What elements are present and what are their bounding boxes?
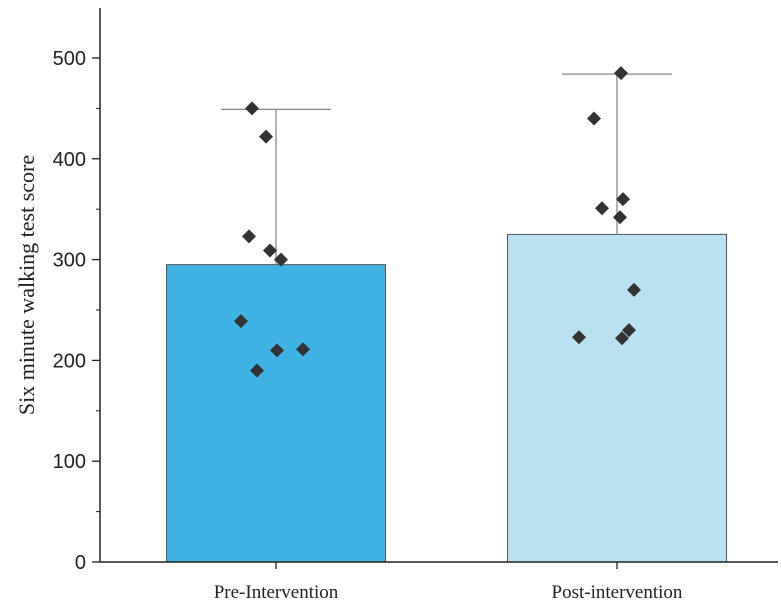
y-tick-label: 100 xyxy=(53,451,86,473)
data-point xyxy=(250,363,264,378)
data-point xyxy=(234,314,248,329)
bar-pre-intervention xyxy=(166,264,386,563)
x-tick-label: Post-intervention xyxy=(552,582,683,603)
data-point xyxy=(622,323,636,338)
data-point xyxy=(614,66,628,81)
data-point xyxy=(595,201,609,216)
data-point xyxy=(572,330,586,345)
data-point xyxy=(242,229,256,244)
y-axis-title: Six minute walking test score xyxy=(14,155,39,415)
y-tick-label: 400 xyxy=(53,149,86,171)
data-point xyxy=(587,111,601,126)
data-point xyxy=(274,252,288,267)
x-tick-labels: Pre-Intervention Post-intervention xyxy=(214,562,683,603)
data-point xyxy=(615,331,629,346)
axes xyxy=(99,8,778,563)
data-point xyxy=(259,129,273,144)
bars xyxy=(166,233,727,563)
data-points xyxy=(234,66,641,378)
data-point xyxy=(627,282,641,297)
y-tick-label: 200 xyxy=(53,350,86,372)
data-point xyxy=(263,243,277,258)
data-point xyxy=(616,192,630,207)
y-tick-label: 0 xyxy=(75,552,86,574)
y-tick-label: 300 xyxy=(53,250,86,272)
data-point xyxy=(245,101,259,116)
data-point xyxy=(613,210,627,225)
y-tick-label: 500 xyxy=(53,48,86,70)
y-ticks: 0 100 200 300 400 500 xyxy=(53,48,100,574)
data-point xyxy=(270,343,284,358)
data-point xyxy=(296,342,310,357)
x-tick-label: Pre-Intervention xyxy=(214,582,339,603)
error-bars xyxy=(221,73,672,265)
bar-post-intervention xyxy=(507,233,727,563)
